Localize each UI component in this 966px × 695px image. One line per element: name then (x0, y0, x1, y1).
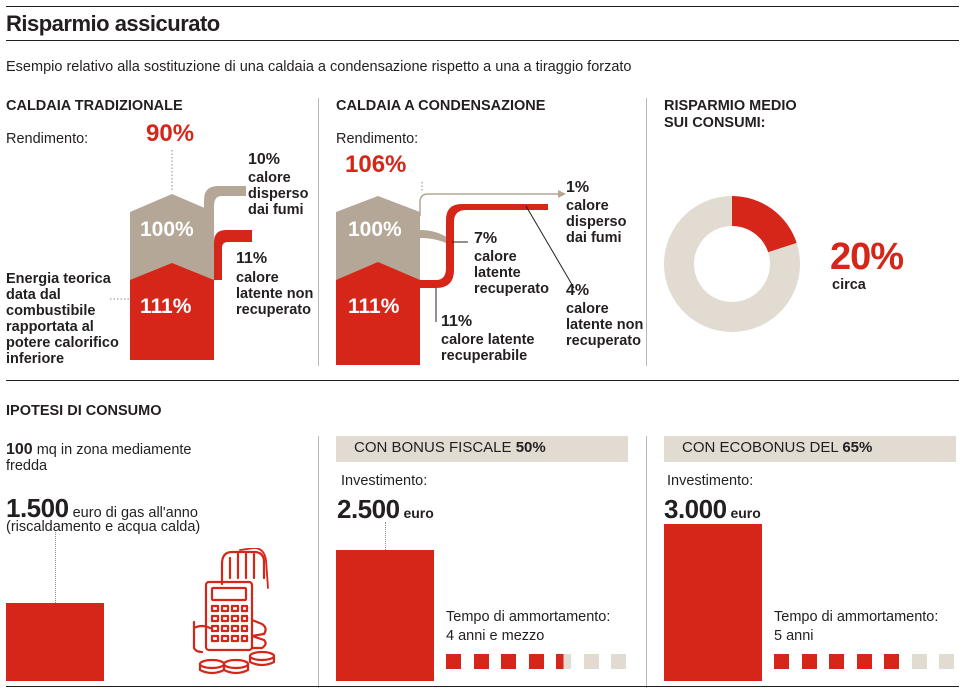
traditional-fumi-label: calore disperso dai fumi (248, 170, 309, 218)
consumption-gas-note: (riscaldamento e acqua calda) (6, 519, 201, 535)
column-divider (318, 436, 319, 688)
bonus50-banner-text: CON BONUS FISCALE (354, 439, 516, 456)
payback-year-square (583, 654, 599, 669)
traditional-heading: CALDAIA TRADIZIONALE (6, 98, 183, 114)
traditional-fumi-pct: 10% (248, 151, 281, 168)
payback-year-square (856, 654, 872, 669)
payback-year-square (884, 654, 899, 669)
block-100-value: 100% (140, 218, 194, 241)
traditional-rendimento-value: 90% (146, 120, 195, 147)
section-rule (6, 380, 959, 381)
latent-duct (210, 230, 252, 280)
top-rule (6, 6, 959, 7)
latent-duct (420, 204, 548, 288)
donut-slice-risparmio (732, 196, 797, 253)
block-111-value: 111% (140, 295, 192, 318)
bar-leader (55, 532, 56, 603)
bar-bonus-fiscale-50- (336, 550, 434, 681)
savings-value: 20% (830, 236, 904, 278)
gas-text: euro di gas all'anno (68, 505, 198, 521)
bonus50-invest-unit: euro (399, 505, 434, 521)
payback-year-square (829, 654, 844, 669)
condensing-heading: CALDAIA A CONDENSAZIONE (336, 98, 546, 114)
payback-year-square (611, 654, 626, 669)
bonus50-banner-pct: 50% (515, 439, 546, 456)
payback-year-square (911, 654, 927, 669)
bonus50-payback-value: 4 anni e mezzo (446, 628, 545, 644)
ecobonus65-invest: 3.000 euro (664, 494, 761, 525)
payback-year-square (939, 654, 954, 669)
column-divider (646, 436, 647, 688)
traditional-boiler-diagram: 100% 111% (110, 150, 252, 360)
condensing-rendimento-label: Rendimento: (336, 131, 419, 147)
consumption-area: 100 mq in zona mediamente fredda (6, 441, 231, 475)
donut-slice-resto (664, 196, 800, 332)
title-rule (6, 40, 959, 41)
bottom-rule (6, 686, 959, 687)
bar-ecobonus-65- (664, 524, 762, 681)
calculator-coins-icon (192, 548, 276, 675)
recovery-duct (420, 230, 448, 244)
bonus50-invest-label: Investimento: (341, 473, 428, 489)
ecobonus65-banner-pct: 65% (842, 439, 873, 456)
ecobonus65-invest-unit: euro (726, 505, 761, 521)
gas-number: 1.500 (6, 493, 69, 523)
condensing-non-recuperato-pct: 4% (566, 282, 590, 299)
bonus50-payback-label: Tempo di ammortamento: (446, 609, 611, 625)
fumes-line (419, 193, 558, 216)
payback-year-square (528, 654, 544, 669)
condensing-boiler-diagram: 100% 111% (336, 182, 575, 365)
fumes-arrow (558, 190, 566, 198)
block-111-value: 111% (348, 295, 400, 318)
ecobonus65-invest-value: 3.000 (664, 494, 727, 524)
condensing-recuperato-pct: 7% (474, 230, 498, 247)
energia-teorica-label: Energia teorica data dal combustibile ra… (6, 271, 119, 367)
bonus50-invest: 2.500 euro (337, 494, 434, 525)
payback-year-square (774, 654, 789, 669)
payback-year-square (473, 654, 489, 669)
page-subtitle: Esempio relativo alla sostituzione di un… (6, 59, 632, 75)
non-recuperato-leader (525, 205, 575, 289)
savings-heading-line1: RISPARMIO MEDIO (664, 98, 797, 114)
condensing-non-recuperato-label: calore latente non recuperato (566, 301, 644, 349)
bar-gas-all-anno (6, 602, 104, 681)
area-text: mq in zona mediamente fredda (6, 442, 192, 474)
savings-donut-chart (664, 196, 800, 332)
payback-year-square (801, 654, 817, 669)
area-number: 100 (6, 441, 33, 458)
ecobonus65-payback-value: 5 anni (774, 628, 814, 644)
condensing-recuperabile-pct: 11% (441, 313, 473, 330)
heat-block-111 (130, 263, 214, 360)
ecobonus65-payback-label: Tempo di ammortamento: (774, 609, 939, 625)
payback-year-square (501, 654, 516, 669)
payback-year-square (556, 654, 571, 669)
condensing-fumi-pct: 1% (566, 179, 590, 196)
traditional-latente-pct: 11% (236, 250, 268, 267)
consumption-heading: IPOTESI DI CONSUMO (6, 403, 162, 419)
ecobonus65-banner: CON ECOBONUS DEL 65% (664, 436, 956, 462)
condensing-recuperato-label: calore latente recuperato (474, 249, 549, 297)
block-100-value: 100% (348, 218, 402, 241)
column-divider (318, 98, 319, 366)
page-title: Risparmio assicurato (6, 11, 220, 36)
condensing-recuperabile-label: calore latente recuperabile (441, 332, 535, 364)
bar-leader (385, 522, 386, 551)
payback-year-square (446, 654, 461, 669)
condensing-rendimento-value: 106% (345, 151, 407, 178)
savings-note: circa (832, 277, 866, 293)
ecobonus65-banner-text: CON ECOBONUS DEL (682, 439, 843, 456)
bonus50-invest-value: 2.500 (337, 494, 400, 524)
ecobonus65-invest-label: Investimento: (667, 473, 754, 489)
heat-block-111 (336, 262, 420, 365)
traditional-rendimento-label: Rendimento: (6, 131, 89, 147)
condensing-fumi-label: calore disperso dai fumi (566, 198, 627, 246)
consumption-gas: 1.500 euro di gas all'anno (6, 493, 198, 524)
column-divider (646, 98, 647, 366)
savings-heading-line2: SUI CONSUMI: (664, 115, 766, 131)
traditional-latente-label: calore latente non recuperato (236, 270, 314, 318)
bonus50-banner: CON BONUS FISCALE 50% (336, 436, 628, 462)
fumes-duct (204, 186, 246, 268)
